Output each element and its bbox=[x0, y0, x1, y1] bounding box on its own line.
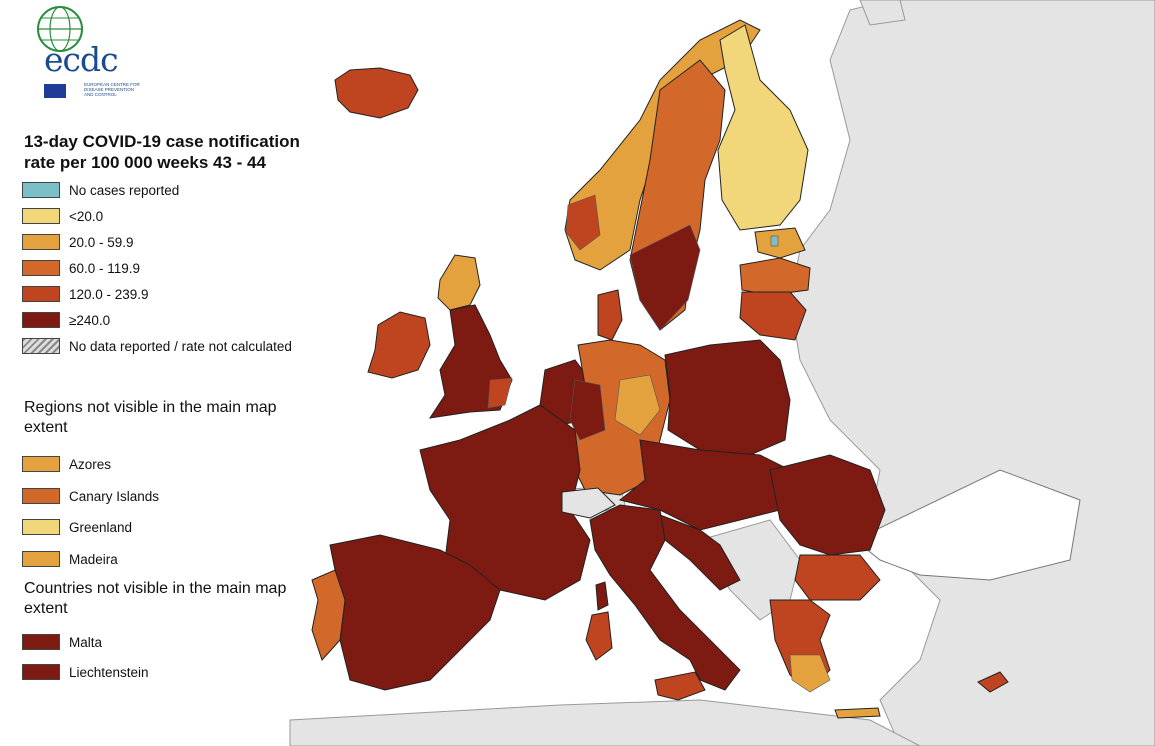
region-germany-west bbox=[569, 379, 606, 441]
region-portugal bbox=[311, 569, 346, 661]
region-estonia bbox=[754, 227, 806, 259]
region-corsica bbox=[595, 581, 609, 611]
region-romania bbox=[769, 454, 886, 556]
region-iceland bbox=[334, 67, 419, 119]
region-cyprus bbox=[977, 671, 1009, 693]
region-greece-south bbox=[789, 654, 831, 693]
region-crete bbox=[834, 707, 881, 719]
region-lithuania bbox=[739, 291, 807, 341]
region-switzerland bbox=[561, 487, 616, 519]
non-eu-land bbox=[289, 0, 1155, 746]
region-france bbox=[419, 404, 591, 601]
region-sicily bbox=[654, 671, 706, 701]
region-bulgaria bbox=[794, 554, 881, 601]
region-italy bbox=[589, 504, 741, 691]
region-croatia bbox=[659, 514, 741, 591]
region-scotland bbox=[437, 254, 481, 311]
region-ireland bbox=[367, 311, 431, 379]
region-no-cases bbox=[770, 235, 779, 247]
region-poland bbox=[664, 339, 791, 456]
region-norway-west bbox=[565, 194, 601, 251]
region-latvia bbox=[739, 257, 811, 296]
region-denmark bbox=[597, 289, 623, 341]
region-central-europe bbox=[618, 439, 791, 531]
region-germany-east bbox=[614, 374, 661, 436]
region-sardinia bbox=[585, 611, 613, 661]
region-uk-east bbox=[487, 377, 513, 409]
region-sweden-south bbox=[629, 224, 701, 331]
region-finland bbox=[717, 24, 809, 231]
